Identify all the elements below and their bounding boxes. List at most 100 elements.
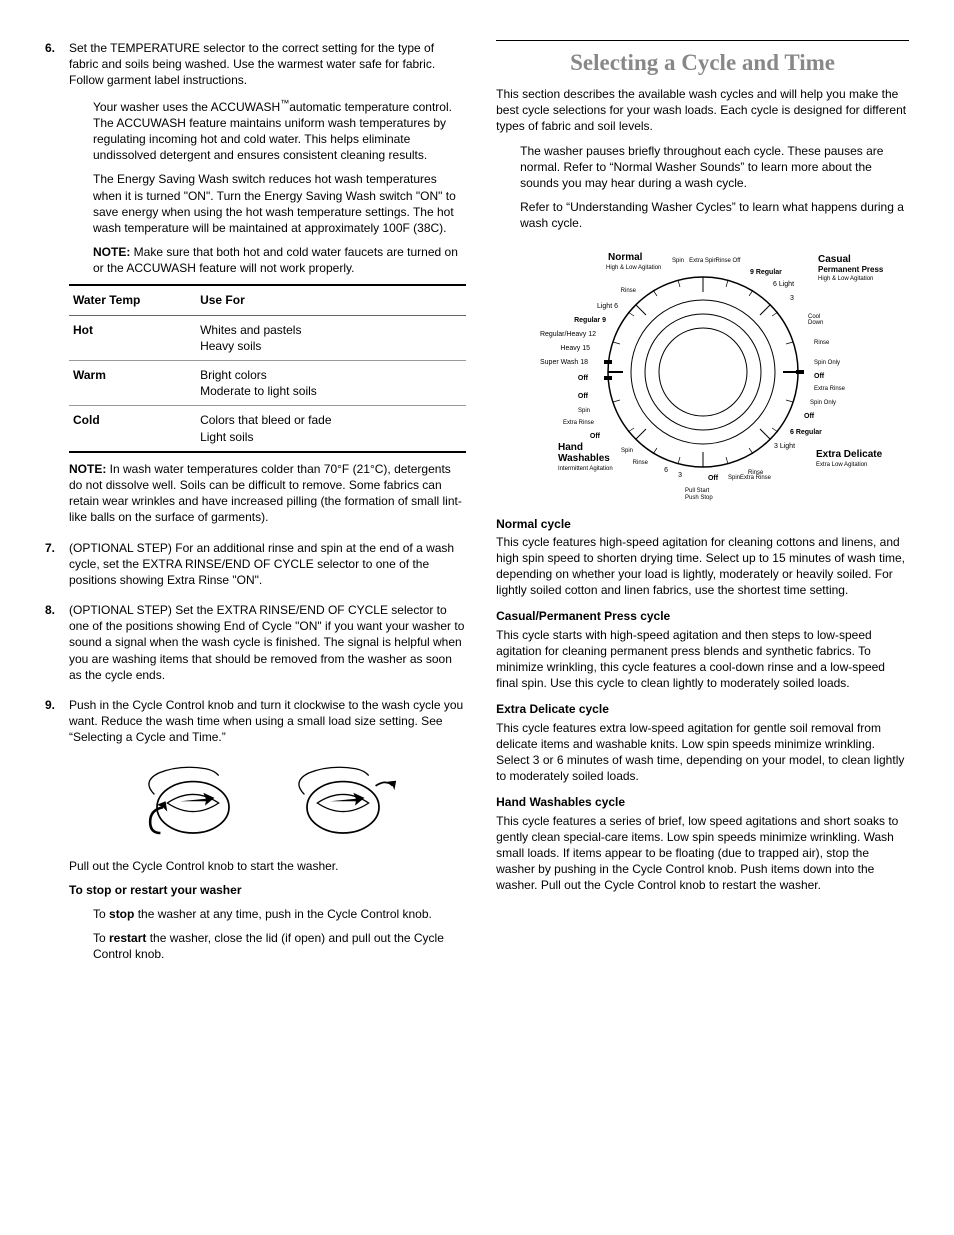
step8-text: (OPTIONAL STEP) Set the EXTRA RINSE/END … (69, 602, 466, 683)
dl: Off (577, 393, 588, 400)
t: To (93, 931, 109, 945)
cell-use: Bright colors Moderate to light soils (196, 361, 466, 406)
dl: Heavy 15 (560, 345, 590, 352)
knob-illustrations (69, 758, 466, 848)
note2: NOTE: In wash water temperatures colder … (69, 461, 466, 526)
dl: Off (708, 475, 719, 482)
t: the washer at any time, push in the Cycl… (134, 907, 432, 921)
dl: Push Stop (685, 495, 713, 501)
section-title: Selecting a Cycle and Time (496, 40, 909, 78)
note-text: Make sure that both hot and cold water f… (93, 245, 458, 275)
accuwash-a: Your washer uses the ACCUWASH (93, 100, 280, 114)
energy-p: The Energy Saving Wash switch reduces ho… (93, 171, 466, 236)
step-num: 9. (45, 697, 69, 971)
cycle-heading: Casual/Permanent Press cycle (496, 608, 909, 624)
intro-p: This section describes the available was… (496, 86, 909, 135)
note1: NOTE: Make sure that both hot and cold w… (93, 244, 466, 276)
note-text: In wash water temperatures colder than 7… (69, 462, 462, 525)
step-num: 8. (45, 602, 69, 691)
dl: Rinse (632, 460, 648, 466)
dl: Spin (728, 475, 740, 481)
dl: Extra Rinse (740, 475, 772, 481)
dl: Extra Rinse (814, 386, 846, 392)
step6-text: Set the TEMPERATURE selector to the corr… (69, 40, 466, 89)
refer-p: Refer to “Understanding Washer Cycles” t… (520, 199, 909, 231)
step-6: 6. Set the TEMPERATURE selector to the c… (45, 40, 466, 534)
cycle-heading: Extra Delicate cycle (496, 701, 909, 717)
table-row: Cold Colors that bleed or fade Light soi… (69, 406, 466, 452)
knob-pull-icon (283, 758, 403, 848)
use-line: Light soils (200, 429, 462, 445)
cycle-text: This cycle features a series of brief, l… (496, 813, 909, 894)
th-use: Use For (196, 285, 466, 315)
cycle-heading: Hand Washables cycle (496, 794, 909, 810)
dl: Super Wash 18 (540, 359, 588, 366)
dl: Rinse (620, 288, 636, 294)
cycle-extra-delicate: Extra Delicate cycle This cycle features… (496, 701, 909, 784)
dl: Casual (818, 254, 851, 265)
t-bold: restart (109, 931, 146, 945)
pull-out-text: Pull out the Cycle Control knob to start… (69, 858, 466, 874)
dl: Normal (608, 252, 643, 263)
table-row: Hot Whites and pastels Heavy soils (69, 315, 466, 360)
dl: Off (577, 375, 588, 382)
cell-use: Colors that bleed or fade Light soils (196, 406, 466, 452)
dl: Off (814, 373, 825, 380)
th-temp: Water Temp (69, 285, 196, 315)
step7-text: (OPTIONAL STEP) For an additional rinse … (69, 540, 466, 589)
dl: Spin (578, 408, 590, 414)
dl: High & Low Agitation (606, 265, 661, 271)
dl: Rinse Off (715, 258, 740, 264)
right-column: Selecting a Cycle and Time This section … (496, 40, 909, 977)
dl: Extra Rinse (563, 420, 595, 426)
dl: 6 Regular (790, 429, 822, 436)
dl: Rinse (814, 340, 830, 346)
step-7: 7. (OPTIONAL STEP) For an additional rin… (45, 540, 466, 597)
table-row: Warm Bright colors Moderate to light soi… (69, 361, 466, 406)
note-label: NOTE: (93, 245, 130, 259)
cycle-dial: Normal High & Low Agitation Casual Perma… (496, 242, 909, 502)
dl: Permanent Press (818, 265, 884, 274)
cycle-casual: Casual/Permanent Press cycle This cycle … (496, 608, 909, 691)
dl: 3 (790, 295, 794, 302)
use-line: Whites and pastels (200, 322, 462, 338)
dl: Off (804, 413, 815, 420)
dl: Extra Low Agitation (816, 462, 867, 468)
use-line: Moderate to light soils (200, 383, 462, 399)
dl: 9 Regular (750, 269, 782, 276)
accuwash-p: Your washer uses the ACCUWASH™automatic … (93, 97, 466, 164)
t-bold: stop (109, 907, 134, 921)
dl: High & Low Agitation (818, 276, 873, 282)
cycle-text: This cycle features high-speed agitation… (496, 534, 909, 599)
cycle-hand-washables: Hand Washables cycle This cycle features… (496, 794, 909, 893)
dl: Pull Start (685, 488, 710, 494)
dl: Regular/Heavy 12 (540, 331, 596, 338)
step6-details: Your washer uses the ACCUWASH™automatic … (93, 97, 466, 277)
dl: Spin (621, 448, 633, 454)
t: To (93, 907, 109, 921)
dl: Spin Only (810, 400, 836, 406)
dl: 6 Light (773, 281, 794, 288)
step9-body: Push in the Cycle Control knob and turn … (69, 697, 466, 971)
restart-p: To restart the washer, close the lid (if… (93, 930, 466, 962)
indent-block: The washer pauses briefly throughout eac… (520, 143, 909, 232)
step-num: 6. (45, 40, 69, 534)
step9-text: Push in the Cycle Control knob and turn … (69, 697, 466, 746)
tm-mark: ™ (280, 98, 289, 108)
cycle-heading: Normal cycle (496, 516, 909, 532)
cycle-normal: Normal cycle This cycle features high-sp… (496, 516, 909, 599)
dl: 3 (678, 472, 682, 479)
use-line: Colors that bleed or fade (200, 412, 462, 428)
steps-list: 6. Set the TEMPERATURE selector to the c… (45, 40, 466, 971)
use-line: Bright colors (200, 367, 462, 383)
knob-push-turn-icon (133, 758, 253, 848)
dl: Off (589, 433, 600, 440)
dl: Hand (558, 442, 583, 453)
cell-temp: Warm (69, 361, 196, 406)
cell-temp: Cold (69, 406, 196, 452)
use-line: Heavy soils (200, 338, 462, 354)
step-body: Set the TEMPERATURE selector to the corr… (69, 40, 466, 534)
dl: Extra Delicate (816, 449, 883, 460)
dl: Extra Spin (689, 258, 717, 264)
cell-temp: Hot (69, 315, 196, 360)
